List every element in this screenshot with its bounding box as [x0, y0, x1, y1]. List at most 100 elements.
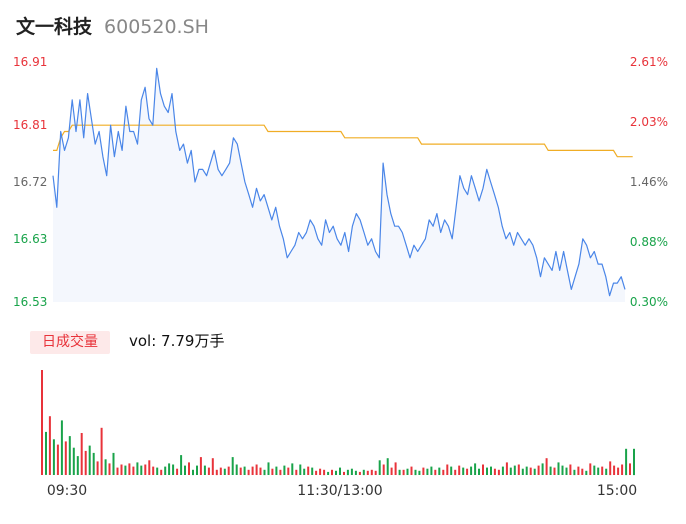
volume-bar	[196, 465, 198, 475]
volume-bar	[263, 469, 266, 476]
volume-bar	[589, 463, 592, 475]
chart-header: 文一科技 600520.SH	[16, 12, 209, 39]
volume-bar	[613, 465, 616, 475]
volume-bar	[350, 468, 353, 475]
volume-bar	[434, 469, 437, 476]
y-tick-label-left: 16.91	[13, 55, 47, 69]
volume-bar	[466, 468, 469, 475]
volume-bar	[390, 467, 393, 475]
price-area	[53, 68, 625, 302]
volume-bar	[597, 467, 600, 475]
y-tick-label-left: 16.63	[13, 232, 47, 246]
volume-bar	[426, 468, 429, 475]
volume-bar	[188, 462, 190, 475]
volume-bar	[283, 465, 286, 475]
volume-bar	[96, 461, 99, 476]
average-price-line	[53, 124, 633, 158]
volume-bar	[533, 468, 536, 475]
volume-bar	[76, 456, 79, 475]
volume-bar	[184, 465, 186, 475]
volume-bar	[307, 466, 310, 475]
volume-bar	[323, 469, 326, 476]
volume-bar	[180, 455, 183, 475]
volume-badge[interactable]: 日成交量	[30, 331, 110, 354]
volume-bar	[331, 469, 333, 476]
volume-bar	[629, 463, 631, 475]
volume-bar	[509, 467, 512, 475]
volume-bar	[609, 461, 612, 476]
volume-bar	[231, 457, 234, 475]
volume-bar	[573, 469, 576, 476]
volume-bar	[474, 463, 477, 475]
volume-bar	[529, 467, 532, 475]
volume-bar	[501, 466, 504, 475]
volume-bar	[561, 465, 564, 475]
y-tick-label-left: 16.53	[13, 295, 47, 309]
volume-bar	[414, 469, 417, 476]
volume-bar	[382, 464, 385, 475]
volume-bar	[593, 465, 596, 475]
volume-bar	[406, 468, 409, 475]
volume-bar	[60, 420, 63, 475]
volume-bar	[633, 448, 635, 476]
volume-bar	[303, 468, 306, 475]
volume-bar	[327, 471, 330, 475]
volume-bar	[275, 466, 278, 475]
volume-bar	[88, 445, 91, 475]
volume-bar	[565, 467, 568, 475]
volume-bar	[601, 466, 604, 475]
volume-bar	[168, 463, 171, 475]
volume-bar	[215, 469, 218, 476]
volume-bar	[335, 470, 337, 475]
price-line	[52, 67, 626, 297]
volume-bar	[358, 471, 361, 475]
volume-bar	[100, 427, 103, 476]
x-tick-label: 15:00	[597, 483, 637, 499]
stock-name: 文一科技	[16, 16, 93, 38]
volume-bar	[394, 462, 397, 475]
volume-bar	[172, 464, 175, 475]
volume-bar	[450, 466, 453, 475]
volume-bar	[446, 464, 449, 475]
volume-bar	[223, 468, 226, 475]
volume-bar	[207, 467, 210, 475]
volume-bar	[56, 444, 59, 475]
volume-bar	[164, 466, 167, 475]
volume-bar	[92, 452, 95, 475]
volume-bar	[299, 464, 302, 475]
volume-bar	[625, 448, 628, 476]
volume-bar	[470, 466, 473, 475]
volume-bar	[152, 466, 155, 475]
volume-bar	[315, 470, 318, 475]
volume-bar	[366, 470, 369, 475]
volume-bar	[482, 464, 484, 475]
volume-bar	[549, 466, 552, 475]
volume-bar	[128, 463, 131, 475]
volume-bar	[72, 447, 75, 475]
volume-bar	[319, 468, 322, 475]
volume-bar	[41, 370, 43, 475]
volume-bar	[239, 467, 242, 475]
volume-bar	[124, 465, 127, 475]
volume-bar	[255, 464, 258, 475]
volume-bar	[259, 467, 262, 475]
volume-bar	[108, 463, 111, 475]
volume-bar	[525, 466, 528, 475]
volume-bar	[422, 467, 425, 475]
volume-bar	[402, 469, 405, 476]
volume-bar	[176, 468, 179, 475]
y-tick-label-left: 16.72	[13, 175, 47, 189]
volume-bar	[343, 471, 345, 475]
volume-bar	[64, 441, 67, 475]
volume-bar	[132, 466, 135, 475]
volume-bar	[112, 452, 115, 475]
volume-bar	[346, 469, 349, 476]
volume-bar	[581, 468, 584, 475]
volume-bar	[398, 469, 401, 476]
volume-bar	[148, 460, 151, 475]
volume-bar	[513, 465, 516, 475]
volume-label: vol: 7.79万手	[129, 332, 225, 350]
volume-bar	[211, 458, 214, 475]
volume-bar	[104, 459, 107, 476]
